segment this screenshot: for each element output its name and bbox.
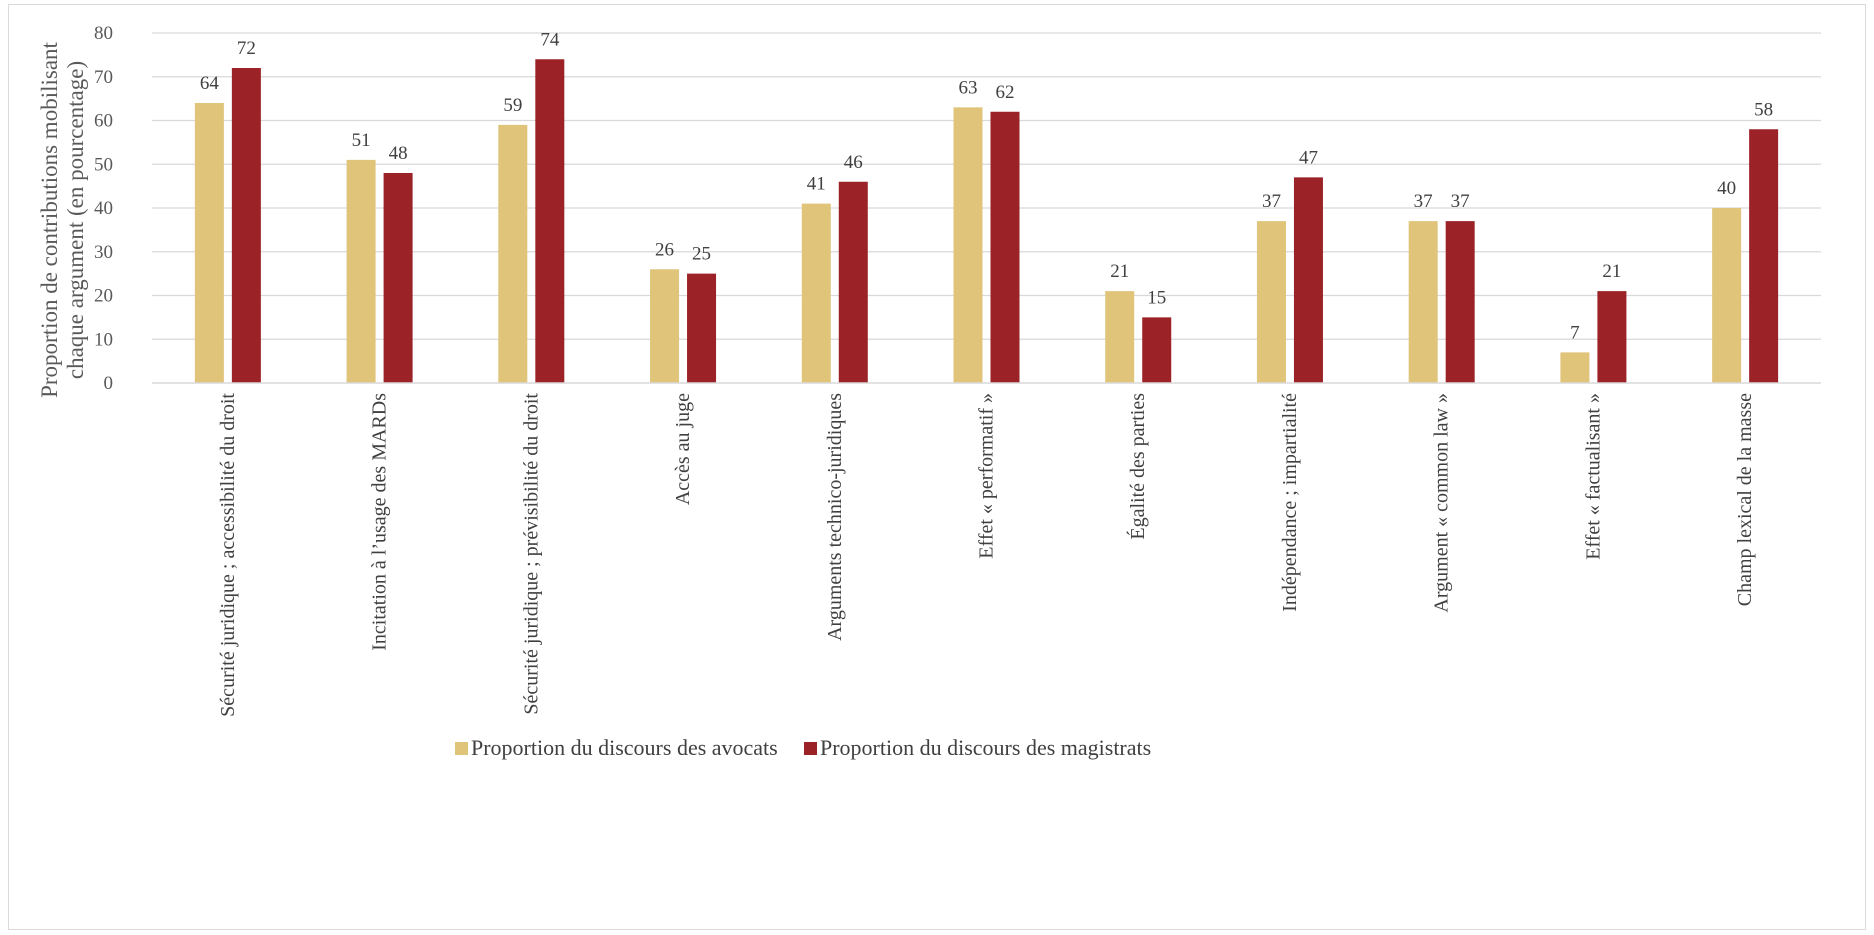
y-tick-label: 10	[94, 329, 113, 350]
data-label-magistrats: 58	[1754, 99, 1773, 120]
x-category-label: Argument « common law »	[1431, 393, 1453, 613]
data-label-magistrats: 48	[389, 143, 408, 164]
x-category-label: Sécurité juridique ; prévisibilité du dr…	[520, 393, 542, 715]
bar-avocats	[1105, 291, 1135, 383]
data-label-avocats: 64	[200, 73, 220, 94]
y-tick-label: 80	[94, 23, 113, 44]
data-label-magistrats: 46	[844, 152, 863, 173]
data-label-magistrats: 25	[692, 244, 711, 265]
legend-label-magistrats: Proportion du discours des magistrats	[820, 735, 1151, 760]
gridlines	[152, 32, 1821, 340]
data-label-magistrats: 15	[1147, 287, 1166, 308]
data-labels: 64 72 51 48 59 74 26 25 41 46 63 62 21 15 37 47 37 37 7 21 4…	[200, 29, 1773, 343]
x-axis-categories: Sécurité juridique ; accessibilité du dr…	[217, 393, 1756, 717]
data-label-avocats: 41	[807, 174, 826, 195]
data-label-avocats: 7	[1570, 322, 1580, 343]
legend-label-avocats: Proportion du discours des avocats	[471, 735, 778, 760]
y-tick-label: 0	[104, 373, 114, 394]
data-label-avocats: 40	[1717, 178, 1736, 199]
data-label-avocats: 37	[1414, 191, 1433, 212]
y-axis-title-line-2: chaque argument (en pourcentage)	[63, 61, 88, 379]
bars	[194, 59, 1779, 383]
bar-avocats	[1712, 208, 1742, 383]
bar-avocats	[650, 269, 680, 383]
x-category-label: Indépendance ; impartialité	[1279, 393, 1301, 612]
data-label-magistrats: 21	[1602, 261, 1621, 282]
bar-avocats	[194, 103, 224, 383]
bar-magistrats	[1749, 129, 1779, 383]
data-label-avocats: 59	[503, 95, 522, 116]
data-label-magistrats: 47	[1299, 147, 1318, 168]
bar-magistrats	[231, 68, 261, 383]
y-axis-ticks: 0 10 20 30 40 50 60 70 80	[94, 23, 113, 394]
x-category-label: Incitation à l’usage des MARDs	[369, 393, 391, 651]
data-label-magistrats: 37	[1451, 191, 1470, 212]
data-label-magistrats: 74	[540, 29, 560, 50]
legend-swatch-avocats	[455, 742, 468, 755]
bar-magistrats	[687, 273, 717, 383]
x-category-label: Arguments technico-juridiques	[824, 393, 846, 641]
bar-avocats	[1560, 352, 1590, 383]
bar-avocats	[498, 124, 528, 383]
y-tick-label: 70	[94, 67, 113, 88]
data-label-avocats: 51	[352, 130, 371, 151]
x-category-label: Champ lexical de la masse	[1734, 393, 1756, 606]
bar-avocats	[1408, 221, 1438, 383]
x-category-label: Accès au juge	[672, 393, 694, 505]
bar-avocats	[346, 159, 376, 383]
bar-avocats	[1256, 221, 1286, 383]
x-category-label: Effet « factualisant »	[1582, 393, 1604, 560]
bar-magistrats	[1142, 317, 1172, 383]
y-axis-title-line-1: Proportion de contributions mobilisant	[37, 41, 62, 397]
y-tick-label: 20	[94, 286, 113, 307]
data-label-avocats: 21	[1110, 261, 1129, 282]
bar-magistrats	[383, 173, 413, 383]
y-tick-label: 40	[94, 198, 113, 219]
x-category-label: Effet « performatif »	[976, 393, 998, 559]
bar-magistrats	[990, 111, 1020, 383]
x-category-label: Sécurité juridique ; accessibilité du dr…	[217, 393, 239, 717]
bar-magistrats	[838, 181, 868, 383]
bar-magistrats	[1597, 291, 1627, 383]
legend: Proportion du discours des avocats Propo…	[455, 735, 1151, 760]
bar-magistrats	[1293, 177, 1323, 383]
x-category-label: Égalité des parties	[1126, 393, 1149, 540]
data-label-magistrats: 72	[237, 38, 256, 59]
bar-magistrats	[1445, 221, 1475, 383]
bar-avocats	[801, 203, 831, 383]
data-label-avocats: 63	[959, 77, 978, 98]
bar-avocats	[953, 107, 983, 383]
y-tick-label: 60	[94, 111, 113, 132]
data-label-avocats: 37	[1262, 191, 1281, 212]
data-label-magistrats: 62	[996, 82, 1015, 103]
bar-magistrats	[535, 59, 565, 383]
legend-swatch-magistrats	[804, 742, 817, 755]
chart-frame: 0 10 20 30 40 50 60 70 80 64 72 51 48 59 74 26 25 41 46 63…	[8, 4, 1866, 930]
y-tick-label: 50	[94, 154, 113, 175]
y-tick-label: 30	[94, 242, 113, 263]
bar-chart: 0 10 20 30 40 50 60 70 80 64 72 51 48 59 74 26 25 41 46 63…	[37, 23, 1821, 760]
data-label-avocats: 26	[655, 239, 674, 260]
